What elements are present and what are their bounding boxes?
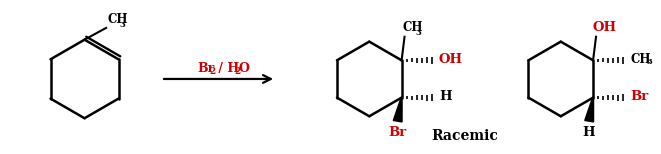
Text: 3: 3	[415, 29, 421, 37]
Polygon shape	[393, 97, 402, 122]
Text: / H: / H	[214, 62, 239, 75]
Text: Br: Br	[631, 90, 648, 103]
Text: OH: OH	[439, 53, 463, 66]
Text: CH: CH	[631, 53, 651, 66]
Text: 3: 3	[120, 21, 126, 29]
Text: Br: Br	[389, 126, 407, 139]
Polygon shape	[585, 97, 594, 122]
Text: O: O	[238, 62, 249, 75]
Text: 3: 3	[646, 58, 652, 66]
Text: CH: CH	[403, 21, 423, 34]
Text: H: H	[583, 126, 596, 139]
Text: Br: Br	[197, 62, 214, 75]
Text: 2: 2	[234, 67, 241, 76]
Text: CH: CH	[107, 13, 128, 26]
Text: Racemic: Racemic	[432, 129, 498, 143]
Text: 2: 2	[210, 67, 216, 76]
Text: OH: OH	[592, 21, 616, 34]
Text: H: H	[439, 90, 451, 103]
